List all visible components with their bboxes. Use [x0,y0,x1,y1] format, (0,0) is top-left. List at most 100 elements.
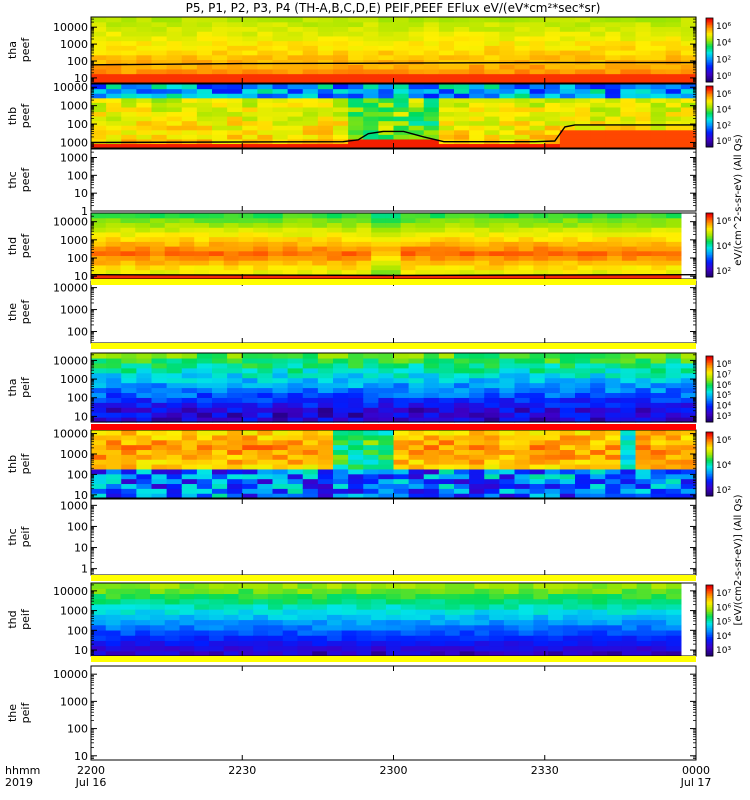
spectrogram-cell [665,392,682,398]
spectrogram-cell [136,362,153,369]
spectrogram-cell [312,264,328,271]
spectrogram-cell [529,464,546,470]
spectrogram-cell [680,402,697,408]
spectrogram-cell [371,227,387,233]
spectrogram-cell [164,250,181,257]
spectrogram-cell [484,143,500,149]
spectrogram-cell [242,459,258,465]
spectrogram-cell [548,231,564,238]
spectrogram-cell [548,246,564,252]
spectrogram-cell [605,459,621,465]
spectrogram-cell [454,143,470,149]
spectrogram-cell [120,269,136,275]
spectrogram-cell [514,125,531,131]
spectrogram-cell [302,434,319,441]
spectrogram-cell [499,444,516,451]
spectrogram-cell [651,274,667,280]
spectrogram-cell [151,417,168,423]
spectrogram-cell [408,407,425,413]
spectrogram-cell [489,274,505,280]
spectrogram-cell [212,353,228,359]
spectrogram-cell [408,134,425,140]
colorbar-swatch [706,54,713,57]
spectrogram-cell [666,619,682,626]
spectrogram-cell [166,26,183,32]
spectrogram-cell [575,134,591,140]
spectrogram-cell [208,624,225,631]
spectrogram-cell [208,588,225,595]
spectrogram-cell [120,614,136,621]
colorbar-swatch [706,111,713,114]
spectrogram-cell [212,120,228,126]
spectrogram-cell [105,645,122,652]
spectrogram-cell [621,231,638,238]
spectrogram-cell [575,362,591,369]
spectrogram-cell [272,106,289,113]
spectrogram-cell [333,68,349,75]
colorbar-swatch [706,273,713,276]
spectrogram-cell [302,17,319,23]
spectrogram-cell [559,357,576,364]
spectrogram-cell [559,397,576,403]
colorbar-swatch [706,86,713,89]
spectrogram-cell [548,227,564,233]
spectrogram-cell [257,464,274,470]
spectrogram-cell [282,619,299,626]
panel-label: thbpeef [6,103,32,129]
spectrogram-cell [120,217,136,224]
spectrogram-cell [651,645,667,652]
spectrogram-cell [544,382,561,389]
spectrogram-cell [238,231,254,238]
spectrogram-cell [287,106,304,113]
spectrogram-cell [454,93,470,99]
spectrogram-cell [408,483,425,489]
spectrogram-cell [348,372,364,379]
spectrogram-cell [503,614,520,621]
spectrogram-cell [164,274,181,280]
spectrogram-cell [575,430,591,436]
spectrogram-cell [267,246,284,252]
spectrogram-cell [454,387,470,394]
colorbar-swatch [706,77,713,80]
spectrogram-cell [333,377,349,384]
spectrogram-cell [459,264,476,271]
spectrogram-cell [166,417,183,423]
spectrogram-cell [559,454,576,460]
spectrogram-cell [605,50,621,56]
spectrogram-cell [590,483,606,489]
spectrogram-cell [272,392,289,398]
spectrogram-cell [151,78,168,84]
spectrogram-cell [499,88,516,94]
spectrogram-cell [212,362,228,369]
y-tick-label: 1000 [60,304,88,317]
spectrogram-cell [363,382,379,389]
spectrogram-cell [253,236,269,242]
spectrogram-cell [469,31,485,37]
spectrogram-cell [151,88,168,94]
spectrogram-cell [438,17,455,23]
colorbar-swatch [706,489,713,492]
spectrogram-cell [620,111,637,117]
colorbar-swatch [706,240,713,243]
spectrogram-cell [533,227,549,233]
spectrogram-cell [575,50,591,56]
spectrogram-cell [378,444,395,451]
colorbar-swatch [706,98,713,101]
spectrogram-cell [665,459,682,465]
spectrogram-cell [149,274,166,280]
spectrogram-cell [621,635,638,641]
spectrogram-cell [650,473,667,480]
spectrogram-cell [149,598,166,605]
spectrogram-cell [423,40,440,46]
spectrogram-cell [282,609,299,615]
spectrogram-cell [166,372,183,379]
spectrogram-cell [166,434,183,441]
spectrogram-cell [529,454,546,460]
spectrogram-cell [393,138,410,145]
spectrogram-cell [621,213,638,219]
spectrogram-cell [423,84,440,90]
spectrogram-cell [378,392,395,398]
spectrogram-cell [181,45,198,51]
spectrogram-cell [196,483,213,489]
